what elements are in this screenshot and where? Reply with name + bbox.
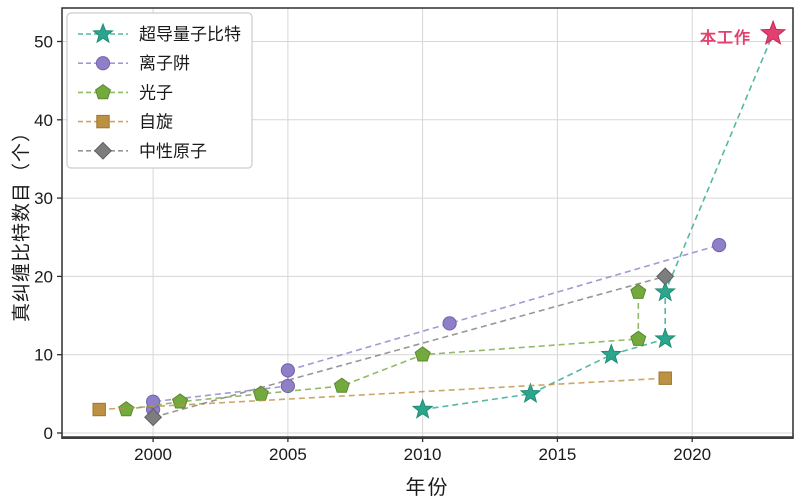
photon-point: [630, 283, 647, 299]
photon-point: [414, 346, 431, 362]
x-tick-label-2015: 2015: [538, 445, 576, 464]
neutral-atom-point: [144, 408, 163, 427]
legend-item-spin: 自旋: [78, 113, 173, 132]
x-axis-label: 年份: [405, 477, 450, 499]
series-superconducting-qubits: [411, 19, 787, 419]
y-tick-label-0: 0: [44, 424, 53, 443]
superconducting-qubits-point: [600, 343, 623, 364]
y-tick-label-30: 30: [34, 189, 53, 208]
ion-trap-point: [280, 363, 295, 378]
y-tick-label-10: 10: [34, 346, 53, 365]
superconducting-qubits-point: [411, 398, 434, 419]
ion-trap-point: [280, 378, 295, 394]
spin-point: [92, 402, 106, 417]
legend-item-label: 超导量子比特: [139, 25, 241, 44]
ion-trap-point: [712, 237, 727, 253]
legend-item-photon: 光子: [78, 83, 173, 102]
this-work-star: [759, 19, 787, 45]
this-work-label: 本工作: [699, 30, 751, 47]
superconducting-qubits-point: [654, 327, 677, 349]
neutral-atom-legend-marker: [93, 141, 113, 160]
legend-item-label: 离子阱: [139, 54, 190, 73]
x-tick-label-2000: 2000: [134, 445, 172, 464]
series-neutral-atom: [144, 267, 675, 427]
superconducting-qubits-point: [654, 280, 677, 302]
neutral-atom-point: [656, 267, 675, 286]
photon-legend-marker: [95, 83, 111, 100]
y-tick-label-20: 20: [34, 267, 53, 286]
spin-point: [658, 371, 672, 385]
y-axis-label: 真纠缠比特数目（个）: [11, 121, 33, 323]
x-tick-label-2020: 2020: [673, 445, 711, 464]
legend-item-label: 光子: [139, 83, 173, 102]
legend-item-label: 中性原子: [139, 142, 207, 161]
ion-trap-point: [442, 316, 457, 331]
superconducting-qubits-point: [519, 382, 542, 404]
photon-point: [333, 377, 350, 393]
y-tick-label-50: 50: [34, 33, 53, 52]
ion-trap-legend-marker: [95, 56, 111, 71]
y-tick-label-40: 40: [34, 111, 53, 130]
plot-area: [92, 19, 787, 427]
legend-item-neutral-atom: 中性原子: [78, 141, 207, 161]
legend-item-superconducting-qubits: 超导量子比特: [78, 22, 241, 44]
photon-point: [630, 330, 647, 346]
x-tick-label-2010: 2010: [404, 445, 442, 464]
x-tick-label-2005: 2005: [269, 445, 307, 464]
photon-point: [118, 401, 135, 417]
series-spin: [92, 371, 672, 417]
tick-labels: 2000 2005 2010 2015 2020 0 10 20 30 40 50: [34, 33, 711, 465]
series-photon: [118, 283, 647, 417]
spin-legend-marker: [96, 114, 110, 129]
superconducting-qubits-legend-marker: [92, 22, 114, 44]
legend-item-ion-trap: 离子阱: [78, 54, 190, 73]
legend-item-label: 自旋: [139, 113, 173, 132]
